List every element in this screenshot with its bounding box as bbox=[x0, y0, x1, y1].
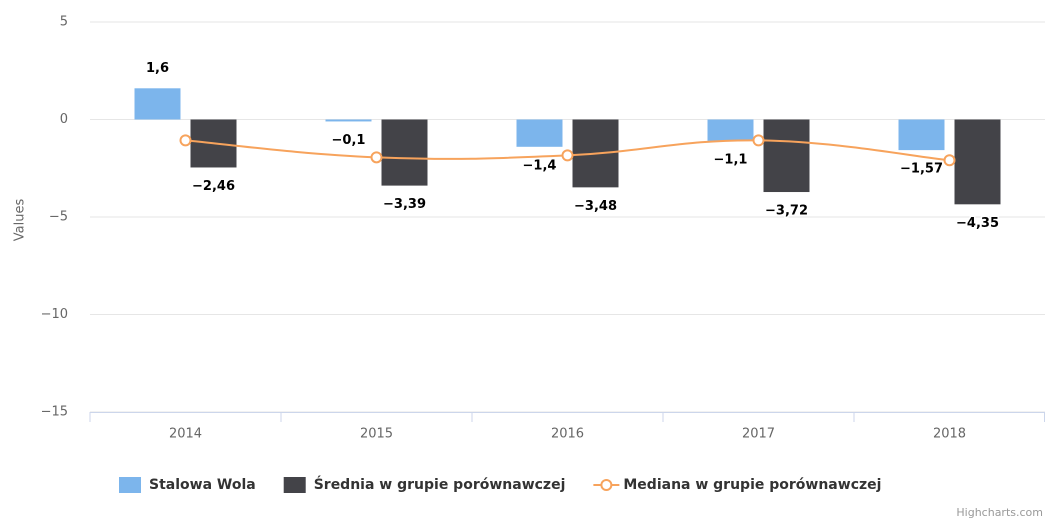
x-tick-label: 2014 bbox=[169, 427, 202, 442]
bar bbox=[954, 119, 1001, 205]
x-tick-label: 2016 bbox=[551, 427, 584, 442]
legend-item[interactable]: Mediana w grupie porównawczej bbox=[593, 477, 881, 493]
legend-label: Średnia w grupie porównawczej bbox=[314, 475, 566, 493]
bar bbox=[898, 119, 945, 151]
bar bbox=[516, 119, 563, 147]
legend-symbol bbox=[119, 477, 141, 493]
data-label: −1,57 bbox=[900, 162, 943, 177]
x-tick-label: 2018 bbox=[933, 427, 966, 442]
data-label: −3,72 bbox=[765, 204, 808, 219]
legend-symbol bbox=[600, 479, 613, 491]
data-label: 1,6 bbox=[146, 61, 169, 76]
bar bbox=[325, 119, 372, 122]
line-marker bbox=[179, 134, 192, 147]
legend-symbol bbox=[283, 477, 306, 493]
bar bbox=[134, 88, 181, 120]
y-axis-title: Values bbox=[13, 199, 28, 242]
line-marker bbox=[370, 151, 383, 164]
y-tick-label: −10 bbox=[41, 307, 68, 322]
data-label: −2,46 bbox=[192, 179, 235, 194]
data-label: −1,1 bbox=[714, 152, 748, 167]
data-label: −3,48 bbox=[574, 199, 617, 214]
line-marker bbox=[752, 134, 765, 147]
y-tick-label: −15 bbox=[41, 405, 68, 420]
x-tick-label: 2017 bbox=[742, 427, 775, 442]
legend-item[interactable]: Stalowa Wola bbox=[119, 477, 256, 493]
bar bbox=[707, 119, 754, 141]
data-label: −0,1 bbox=[332, 133, 366, 148]
data-label: −4,35 bbox=[956, 216, 999, 231]
y-tick-label: 5 bbox=[60, 15, 68, 30]
data-label: −3,39 bbox=[383, 197, 426, 212]
y-tick-label: −5 bbox=[49, 210, 68, 225]
x-tick-label: 2015 bbox=[360, 427, 393, 442]
credits[interactable]: Highcharts.com bbox=[956, 506, 1043, 519]
y-tick-label: 0 bbox=[60, 112, 68, 127]
legend-label: Stalowa Wola bbox=[149, 477, 256, 493]
bar bbox=[763, 119, 810, 193]
line-marker bbox=[561, 149, 574, 162]
bar bbox=[381, 119, 428, 186]
legend-label: Mediana w grupie porównawczej bbox=[623, 477, 881, 493]
data-label: −1,4 bbox=[523, 158, 557, 173]
line-marker bbox=[943, 154, 956, 167]
legend-item[interactable]: Średnia w grupie porównawczej bbox=[283, 475, 566, 493]
